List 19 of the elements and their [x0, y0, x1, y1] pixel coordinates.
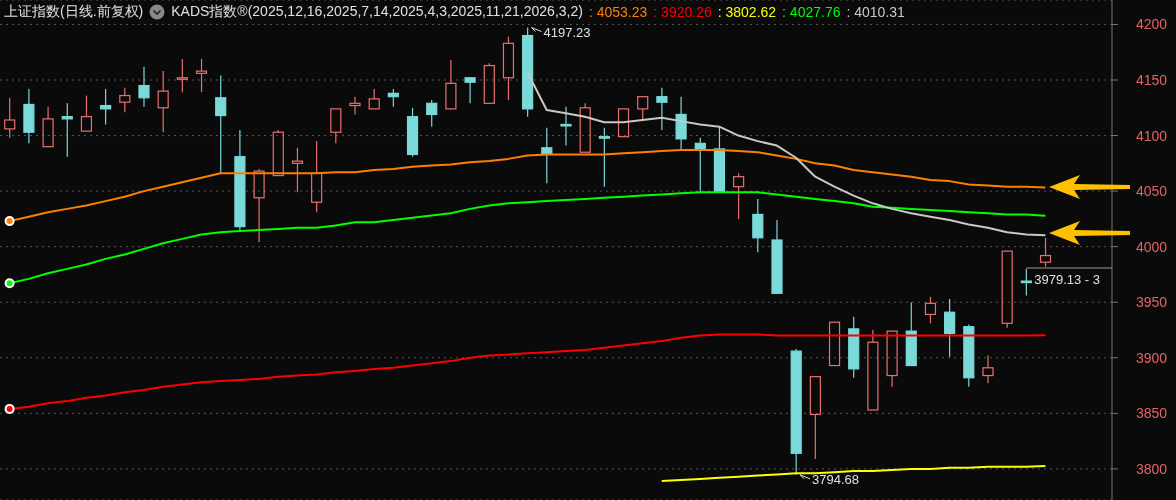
text: : 3802.62 — [717, 4, 777, 20]
text: : 4053.23 — [588, 4, 648, 20]
y-tick-label: 4000 — [1136, 238, 1168, 255]
annotation: 4197.23 — [543, 24, 591, 40]
text: : 4010.31 — [846, 4, 905, 20]
y-tick-label: 4150 — [1136, 71, 1168, 88]
y-tick-label: 4050 — [1136, 183, 1168, 200]
text: : 3920.26 — [653, 4, 712, 20]
annotation: 3979.13 - 3 — [1034, 272, 1101, 287]
y-tick-label: 4100 — [1136, 127, 1168, 144]
chart-title: 上证指数(日线.前复权) — [4, 3, 144, 21]
y-tick-label: 3850 — [1136, 405, 1168, 422]
text: : 4027.76 — [782, 4, 841, 20]
y-tick-label: 4200 — [1136, 16, 1168, 33]
y-tick-label: 3800 — [1136, 460, 1168, 477]
chart-subtitle: KADS指数®(2025,12,16,2025,7,14,2025,4,3,2025,11,21,2026,3,2) — [171, 3, 583, 21]
y-tick-label: 3950 — [1136, 294, 1168, 311]
annotation: 3794.68 — [812, 471, 860, 487]
y-tick-label: 3900 — [1136, 349, 1168, 366]
